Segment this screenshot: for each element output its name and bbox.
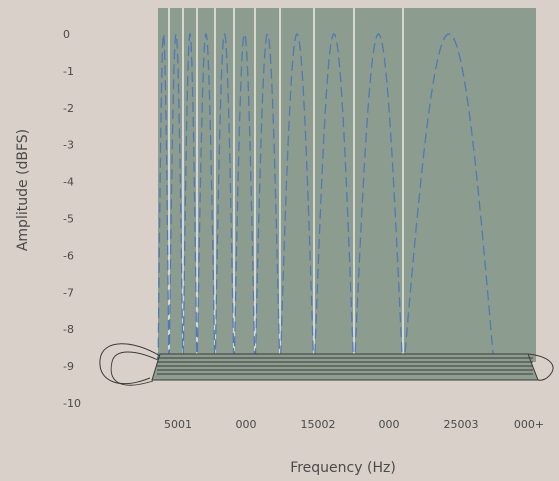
y-tick-labels: 0 -1 -2 -3 -4 -5 -6 -7 -8 -9 -10 [63, 28, 81, 410]
x-tick-label: 000+ [514, 418, 544, 431]
x-tick-labels: 5001 000 15002 000 25003 000+ [164, 418, 544, 431]
y-tick-label: -2 [63, 102, 74, 115]
y-axis-label: Amplitude (dBFS) [15, 129, 31, 251]
y-tick-label: 0 [63, 28, 70, 41]
series-line-0 [157, 32, 496, 378]
series-group [157, 32, 496, 378]
x-tick-label: 25003 [444, 418, 479, 431]
x-tick-label: 15002 [301, 418, 336, 431]
y-tick-label: -10 [63, 397, 81, 410]
tray-left-end-inner [110, 351, 159, 386]
grid-lines [168, 8, 404, 362]
x-tick-label: 5001 [164, 418, 192, 431]
y-tick-label: -7 [63, 286, 74, 299]
x-axis-label: Frequency (Hz) [290, 460, 396, 476]
y-tick-label: -3 [63, 139, 74, 152]
x-tick-label: 000 [379, 418, 400, 431]
y-tick-label: -6 [63, 249, 74, 262]
tray-left-end [99, 343, 161, 385]
tray-shape [99, 343, 554, 386]
tray-right-end [527, 353, 554, 381]
y-tick-label: -1 [63, 65, 74, 78]
y-tick-label: -5 [63, 213, 74, 226]
y-tick-label: -9 [63, 360, 74, 373]
x-tick-label: 000 [236, 418, 257, 431]
y-tick-label: -4 [63, 176, 74, 189]
y-tick-label: -8 [63, 323, 74, 336]
